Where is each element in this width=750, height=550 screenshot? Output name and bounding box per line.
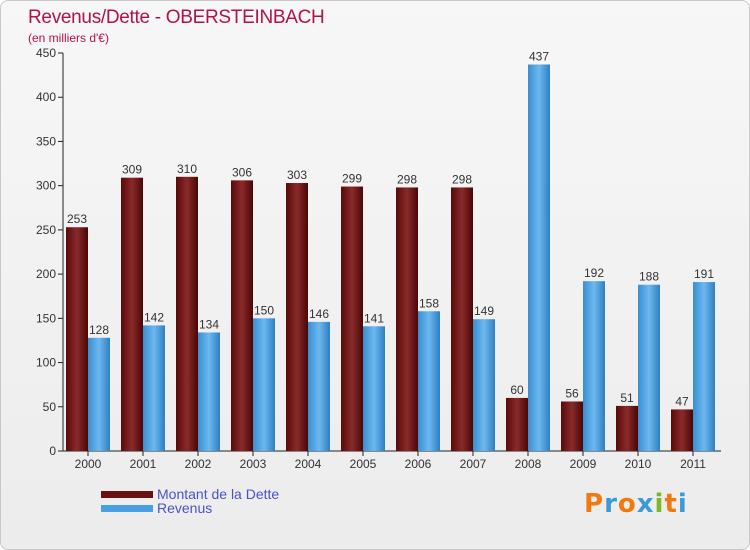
- bar-dette: [396, 187, 418, 452]
- x-tick-label: 2008: [515, 457, 542, 471]
- bar-dette: [66, 227, 88, 451]
- bar-revenus: [88, 337, 110, 451]
- x-tick-label: 2009: [570, 457, 597, 471]
- bar-revenus: [693, 282, 715, 451]
- legend-label-revenus: Revenus: [157, 500, 213, 516]
- logo-letter: o: [617, 489, 637, 519]
- data-label: 60: [510, 383, 524, 397]
- legend: Montant de la Dette Revenus: [101, 487, 279, 515]
- data-label: 141: [364, 311, 384, 325]
- bar-revenus: [308, 321, 330, 451]
- bar-dette: [231, 180, 253, 452]
- y-tick-label: 150: [36, 311, 56, 325]
- x-tick-label: 2004: [295, 457, 322, 471]
- y-tick-label: 100: [36, 356, 56, 370]
- y-tick-label: 50: [43, 400, 57, 414]
- data-label: 51: [620, 391, 634, 405]
- logo-letter: r: [604, 489, 618, 519]
- data-label: 128: [89, 323, 109, 337]
- bar-dette: [121, 177, 143, 451]
- bar-revenus: [253, 318, 275, 451]
- data-label: 253: [67, 212, 87, 226]
- x-tick-label: 2005: [350, 457, 377, 471]
- data-label: 299: [342, 172, 362, 186]
- data-label: 134: [199, 317, 219, 331]
- x-tick-label: 2011: [680, 457, 706, 471]
- data-label: 310: [177, 162, 197, 176]
- legend-item-debt: Montant de la Dette: [101, 487, 279, 501]
- x-tick-label: 2003: [240, 457, 267, 471]
- bar-dette: [176, 176, 198, 452]
- data-label: 303: [287, 168, 307, 182]
- data-label: 150: [254, 303, 274, 317]
- x-tick-label: 2010: [625, 457, 652, 471]
- data-label: 298: [452, 172, 472, 186]
- y-tick-label: 400: [36, 90, 56, 104]
- logo-letter: i: [654, 489, 665, 519]
- x-tick-label: 2006: [405, 457, 432, 471]
- data-label: 306: [232, 165, 252, 179]
- data-label: 146: [309, 307, 329, 321]
- chart-subtitle: (en milliers d'€): [28, 31, 109, 45]
- y-tick-label: 200: [36, 267, 56, 281]
- axes: 0 50 100 150 200 250 300 350 400 450 2000 2001 2002 2…: [36, 46, 721, 471]
- logo-letter: P: [584, 489, 605, 519]
- logo-letter: x: [636, 489, 655, 519]
- x-tick-label: 2000: [75, 457, 102, 471]
- bar-dette: [341, 186, 363, 451]
- data-label: 56: [565, 386, 579, 400]
- bars: [66, 64, 715, 452]
- data-label: 192: [584, 266, 604, 280]
- bar-dette: [616, 405, 638, 451]
- y-tick-label: 350: [36, 134, 56, 148]
- legend-item-revenus: Revenus: [101, 501, 279, 515]
- bar-revenus: [528, 64, 550, 451]
- data-label: 437: [529, 49, 549, 63]
- logo-letter: t: [664, 489, 678, 519]
- y-tick-label: 250: [36, 223, 56, 237]
- proxiti-logo: Proxiti: [584, 489, 688, 519]
- legend-swatch-revenus: [101, 504, 153, 512]
- bar-revenus: [473, 319, 495, 451]
- chart-title: Revenus/Dette - OBERSTEINBACH: [28, 7, 325, 28]
- bar-dette: [561, 401, 583, 451]
- bar-revenus: [198, 332, 220, 451]
- x-tick-label: 2001: [130, 457, 157, 471]
- y-tick-label: 0: [49, 444, 56, 458]
- bar-revenus: [638, 284, 660, 451]
- bar-revenus: [143, 325, 165, 451]
- bar-revenus: [583, 281, 605, 451]
- data-label: 188: [639, 270, 659, 284]
- data-label: 47: [675, 394, 689, 408]
- data-label: 191: [694, 267, 714, 281]
- x-tick-label: 2002: [185, 457, 212, 471]
- data-label: 149: [474, 304, 494, 318]
- legend-label-debt: Montant de la Dette: [157, 486, 280, 502]
- data-label: 142: [144, 310, 164, 324]
- data-labels: 253 128 309 142 310 134 306 150 303 146 299 141 298 1…: [67, 49, 714, 408]
- data-label: 309: [122, 163, 142, 177]
- bar-dette: [671, 409, 693, 451]
- bar-revenus: [363, 326, 385, 451]
- bar-dette: [286, 183, 308, 451]
- bar-dette: [506, 397, 528, 451]
- data-label: 158: [419, 296, 439, 310]
- y-tick-label: 300: [36, 179, 56, 193]
- x-tick-label: 2007: [460, 457, 487, 471]
- y-tick-label: 450: [36, 46, 56, 60]
- data-label: 298: [397, 172, 417, 186]
- legend-swatch-debt: [101, 490, 153, 498]
- bar-revenus: [418, 311, 440, 451]
- bar-dette: [451, 187, 473, 452]
- logo-letter: i: [677, 489, 688, 519]
